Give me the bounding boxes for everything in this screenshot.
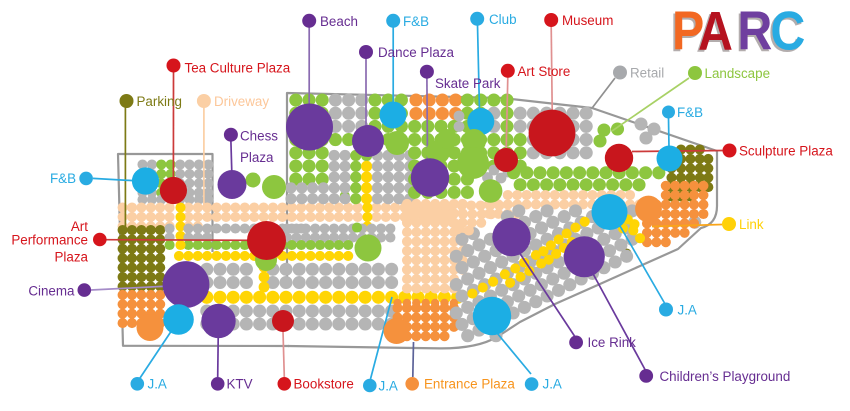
svg-text:Plaza: Plaza: [240, 150, 274, 165]
svg-text:Art Store: Art Store: [518, 64, 571, 79]
svg-text:KTV: KTV: [227, 376, 253, 391]
svg-text:Parking: Parking: [137, 94, 182, 109]
svg-text:A: A: [698, 0, 733, 61]
svg-text:J.A: J.A: [543, 376, 562, 391]
svg-text:Retail: Retail: [630, 65, 664, 80]
svg-text:Beach: Beach: [320, 14, 358, 29]
svg-text:Children’s Playground: Children’s Playground: [660, 369, 791, 384]
svg-text:Club: Club: [489, 12, 517, 27]
svg-text:J.A: J.A: [678, 302, 697, 317]
svg-text:Chess: Chess: [240, 128, 278, 143]
svg-text:Dance Plaza: Dance Plaza: [378, 45, 454, 60]
svg-text:Link: Link: [739, 217, 764, 232]
svg-text:F&B: F&B: [50, 171, 76, 186]
svg-text:Ice Rink: Ice Rink: [588, 335, 637, 350]
svg-text:Tea Culture Plaza: Tea Culture Plaza: [185, 60, 291, 75]
svg-text:Skate Park: Skate Park: [435, 76, 501, 91]
svg-text:Landscape: Landscape: [705, 66, 771, 81]
svg-text:Sculpture Plaza: Sculpture Plaza: [739, 143, 833, 158]
svg-text:Cinema: Cinema: [28, 283, 75, 298]
svg-text:Driveway: Driveway: [214, 94, 269, 109]
svg-text:Performance: Performance: [11, 232, 88, 247]
svg-text:Museum: Museum: [562, 13, 613, 28]
svg-text:Entrance Plaza: Entrance Plaza: [424, 376, 515, 391]
svg-text:C: C: [770, 0, 805, 61]
svg-text:F&B: F&B: [677, 105, 703, 120]
svg-text:Plaza: Plaza: [55, 249, 89, 264]
svg-text:R: R: [737, 0, 772, 61]
svg-text:J.A: J.A: [148, 376, 167, 391]
svg-text:J.A: J.A: [379, 378, 398, 393]
svg-text:F&B: F&B: [403, 14, 429, 29]
svg-text:Bookstore: Bookstore: [294, 376, 354, 391]
